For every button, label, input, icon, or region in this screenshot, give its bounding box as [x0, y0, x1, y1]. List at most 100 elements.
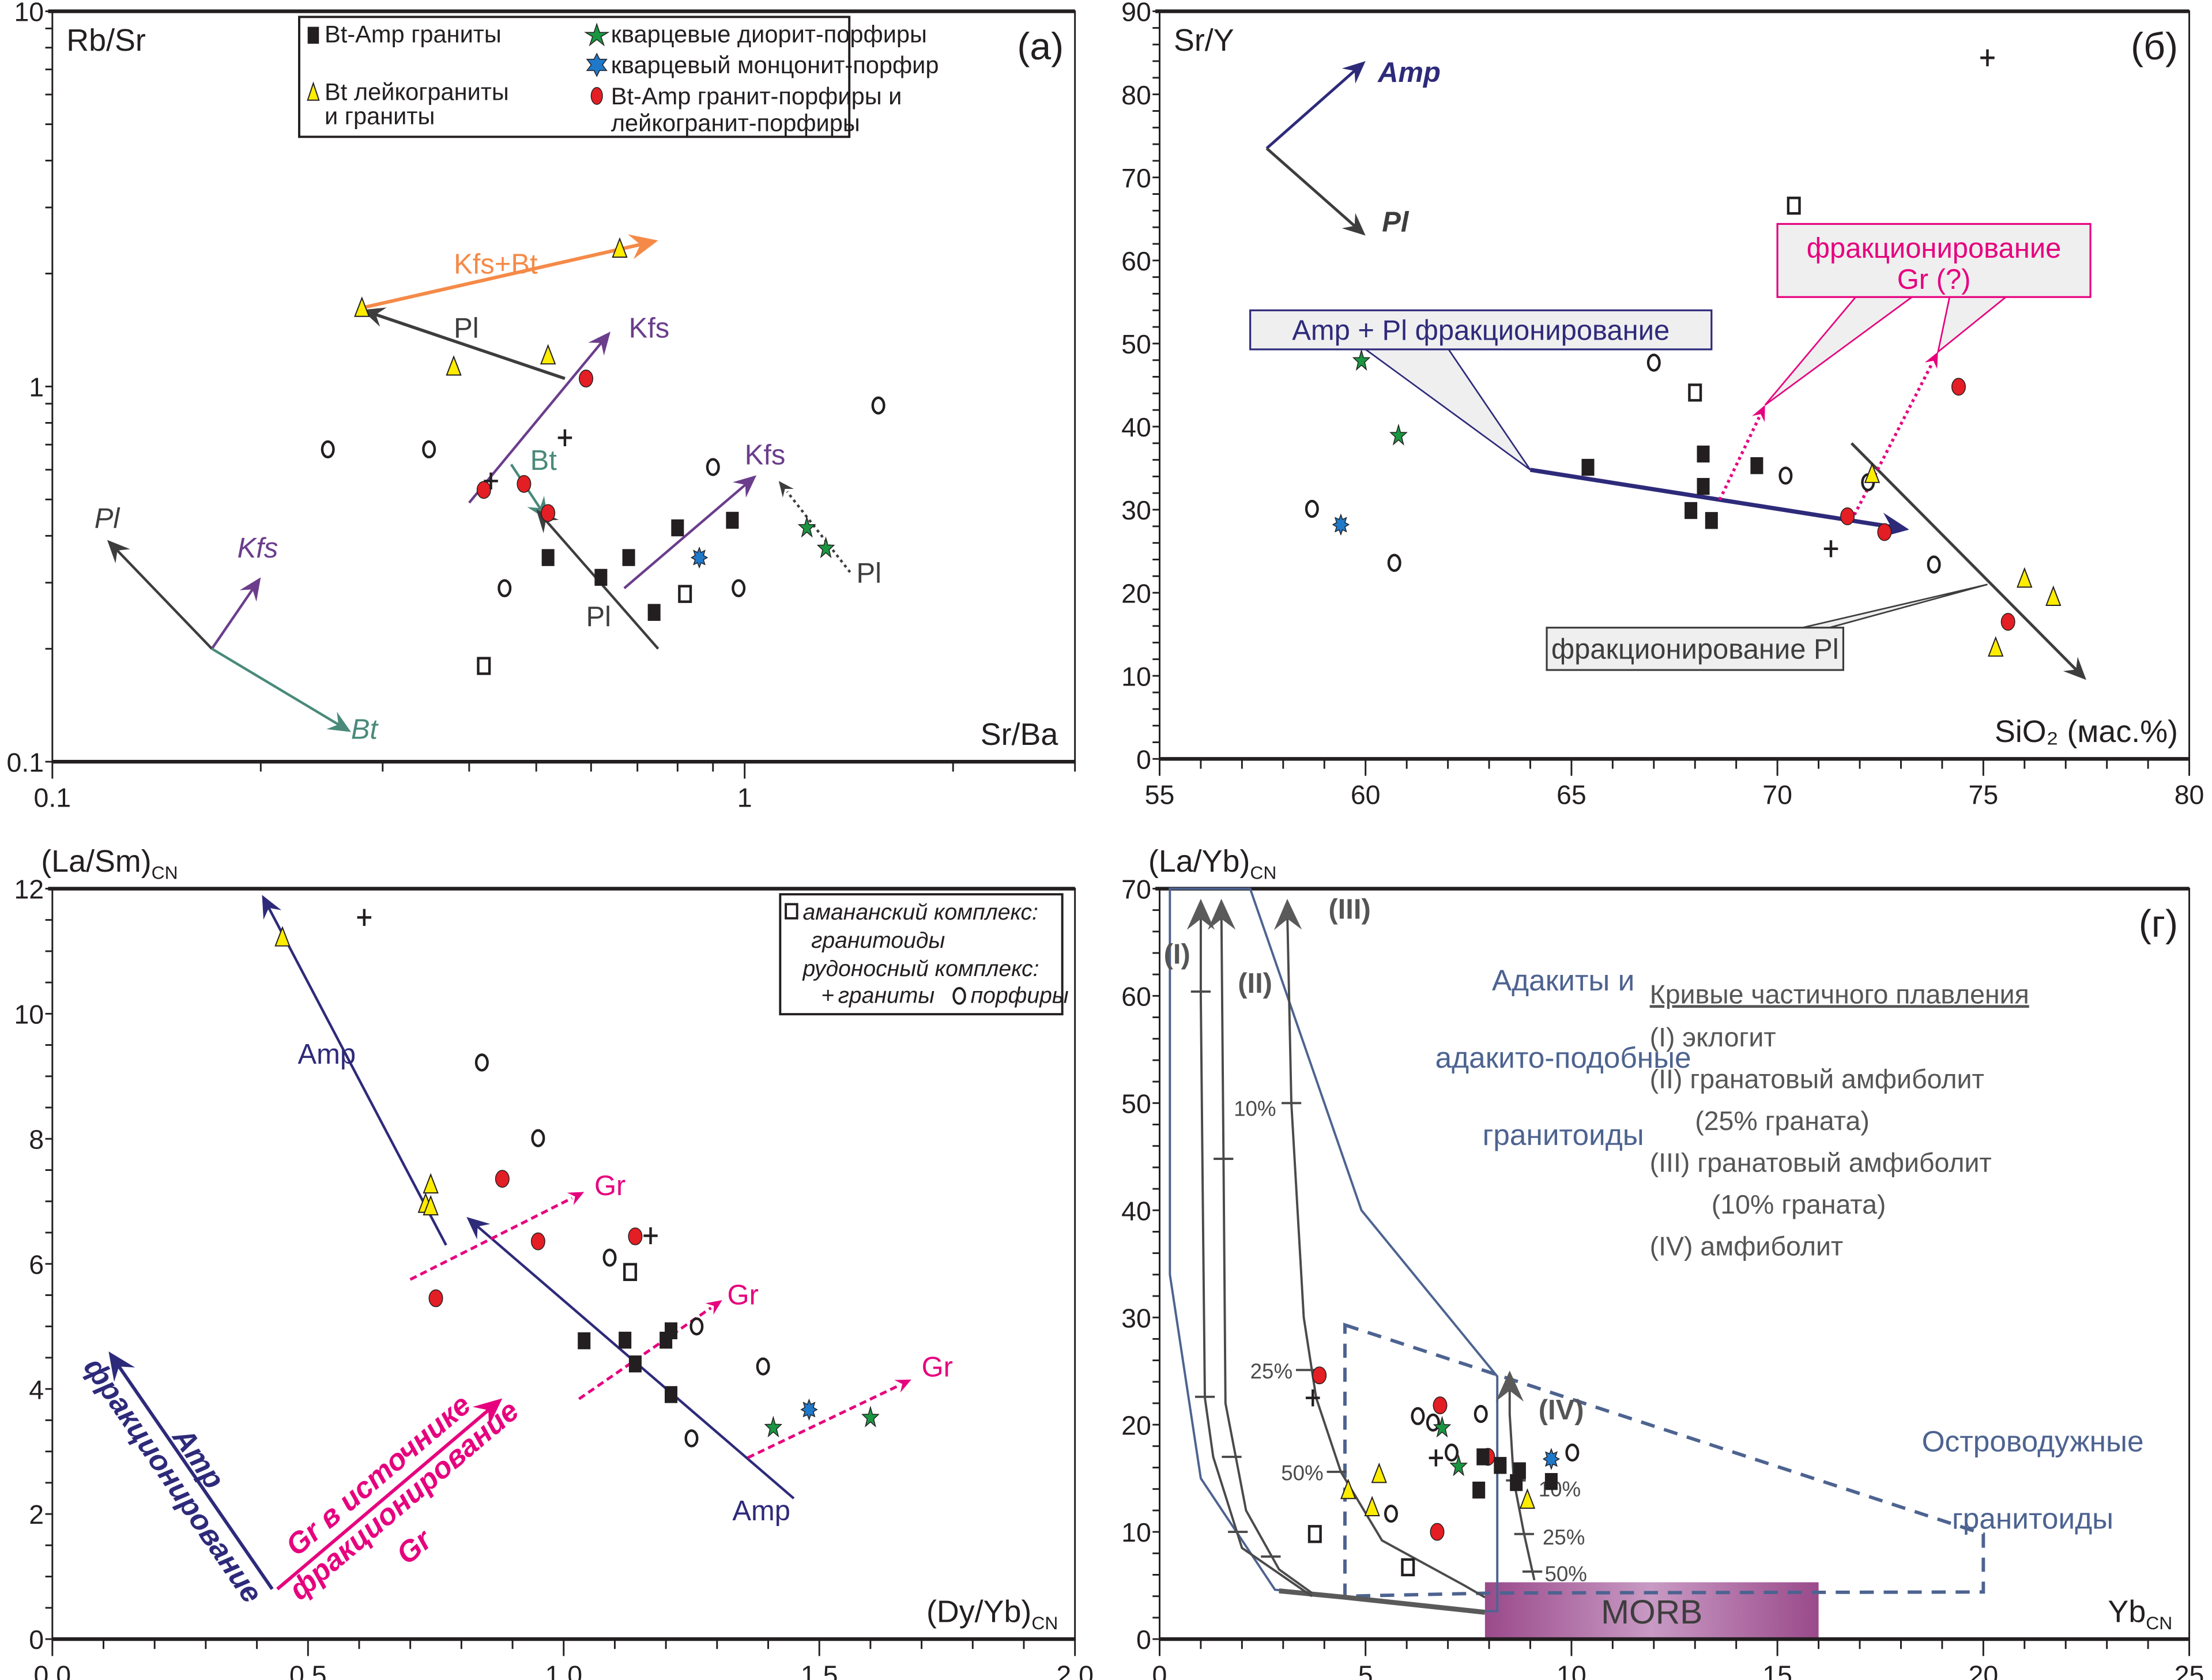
- legend-label: гранитоиды: [811, 928, 945, 953]
- axis-title-main: Yb: [2108, 1595, 2146, 1629]
- filled-square-marker: [1510, 1474, 1523, 1491]
- trend-vector-line: [210, 587, 254, 650]
- callout-pointer: [1363, 348, 1531, 470]
- legend-label: кварцевый монцонит-порфир: [611, 51, 939, 78]
- filled-square-marker: [1697, 445, 1710, 463]
- open-circle-marker: [684, 1429, 699, 1448]
- red-circle-marker: [1840, 507, 1855, 526]
- y-tick-label: 30: [1121, 1303, 1151, 1333]
- y-tick-label: 0: [29, 1625, 44, 1655]
- arrow-head: [1341, 213, 1366, 236]
- open-circle-marker: [1927, 555, 1941, 574]
- panel-label: (а): [1017, 25, 1064, 67]
- y-tick-label: 10: [14, 999, 44, 1029]
- filled-square-marker: [1705, 512, 1718, 529]
- open-circle-marker: [1411, 1407, 1425, 1425]
- open-square-marker: [477, 657, 491, 675]
- legend-box: [779, 893, 1064, 1016]
- callout: фракционирование Pl: [1546, 583, 1988, 671]
- arrow-head: [894, 1379, 911, 1393]
- x-tick-label: 80: [2175, 780, 2205, 810]
- yellow-triangle-marker: [354, 296, 370, 317]
- melt-percent-label: 25%: [1250, 1359, 1292, 1383]
- x-tick-label: 70: [1762, 780, 1792, 810]
- filled-square-marker: [541, 549, 555, 566]
- axis-title-subscript: CN: [1250, 862, 1276, 883]
- y-tick-label: 0.1: [7, 747, 44, 777]
- series-green-star: [1352, 348, 1408, 446]
- y-tick-label: 0: [1136, 744, 1151, 774]
- yellow-triangle-marker: [1519, 1488, 1536, 1509]
- red-circle-marker: [517, 474, 532, 493]
- legend-label: лейкогранит-порфиры: [611, 110, 860, 137]
- legend-label: граниты: [838, 984, 935, 1008]
- open-square-marker: [1787, 197, 1801, 215]
- y-tick-label: 70: [1121, 163, 1151, 193]
- x-tick-label: 0: [1152, 1660, 1167, 1680]
- x-axis-title: Sr/Ba: [981, 717, 1058, 752]
- series-open-square: [477, 585, 692, 675]
- callout-box: [1249, 309, 1713, 351]
- arrow-head: [628, 234, 658, 259]
- yellow-triangle-marker: [1864, 462, 1881, 483]
- green-star-marker: [1433, 1415, 1452, 1438]
- curve-id-label: (III): [1328, 894, 1370, 925]
- vector-label: Pl: [856, 558, 881, 589]
- trend-vector-line: [1529, 468, 1893, 529]
- trend-vector-line: [374, 312, 566, 381]
- x-tick-label: 0.0: [34, 1660, 71, 1680]
- red-circle-icon: [590, 86, 603, 105]
- red-circle-marker: [1877, 523, 1892, 541]
- red-circle-marker: [1312, 1366, 1327, 1385]
- y-tick-label: 10: [1121, 1517, 1151, 1547]
- series-filled-square: [541, 511, 739, 621]
- vector-label: Amp: [298, 1039, 356, 1070]
- plus-marker: [1823, 540, 1838, 558]
- melting-legend-line: (II) гранатовый амфиболит: [1650, 1064, 1984, 1094]
- y-tick-label: 6: [29, 1249, 44, 1279]
- x-tick-label: 60: [1351, 780, 1381, 810]
- vector-label: Bt: [530, 445, 557, 476]
- red-circle-marker: [628, 1227, 643, 1245]
- trend-vector-line: [623, 483, 747, 589]
- curve-id-label: (IV): [1539, 1395, 1584, 1426]
- arrow-head: [778, 481, 794, 498]
- trend-vector-line: [115, 548, 213, 650]
- series-filled-square: [1472, 1448, 1558, 1499]
- legend-label: аманaнский комплекс:: [802, 900, 1038, 925]
- filled-square-marker: [664, 1386, 678, 1403]
- series-yellow-triangle: [1864, 462, 2062, 657]
- filled-square-marker: [1685, 502, 1698, 519]
- green-star-marker: [1449, 1454, 1468, 1476]
- y-tick-label: 10: [1121, 661, 1151, 691]
- melting-legend-line: (I) эклогит: [1650, 1022, 1776, 1052]
- trend-vector-line: [1850, 363, 1934, 522]
- trend-vector-line: [468, 341, 603, 504]
- y-axis-title: Sr/Y: [1174, 23, 1234, 58]
- yellow-triangle-marker: [423, 1195, 439, 1216]
- blue-star-marker: [1542, 1448, 1561, 1470]
- rotated-label: фракционирование: [282, 1393, 525, 1606]
- y-tick-label: 70: [1121, 875, 1151, 905]
- blue-star-marker: [690, 546, 709, 569]
- yellow-triangle-marker: [1988, 636, 2004, 657]
- melt-percent-label: 25%: [1543, 1525, 1585, 1549]
- melt-percent-label: 10%: [1539, 1478, 1581, 1501]
- y-tick-label: 30: [1121, 495, 1151, 525]
- melting-legend-line: (IV) амфиболит: [1650, 1231, 1844, 1261]
- filled-square-marker: [594, 568, 608, 586]
- arrow-head: [588, 332, 611, 356]
- series-red-circle: [476, 370, 594, 522]
- open-circle-icon: [952, 986, 966, 1005]
- red-circle-marker: [476, 481, 491, 499]
- plus-marker: [1980, 49, 1995, 66]
- open-circle-marker: [1387, 553, 1401, 572]
- y-tick-label: 20: [1121, 578, 1151, 608]
- panel-a-rb-sr-vs-sr-ba: 0.1 1 0.1 1 10 (а) Rb/Sr Sr/Ba Kfs+Bt Pl Kfs Bt Pl Kf…: [7, 0, 1076, 813]
- arrow-head: [1273, 899, 1302, 931]
- axis-title-main: (Dy/Yb): [926, 1595, 1031, 1629]
- green-star-marker: [797, 515, 816, 538]
- open-circle-marker: [1474, 1404, 1488, 1423]
- series-open-square: [1307, 1525, 1415, 1577]
